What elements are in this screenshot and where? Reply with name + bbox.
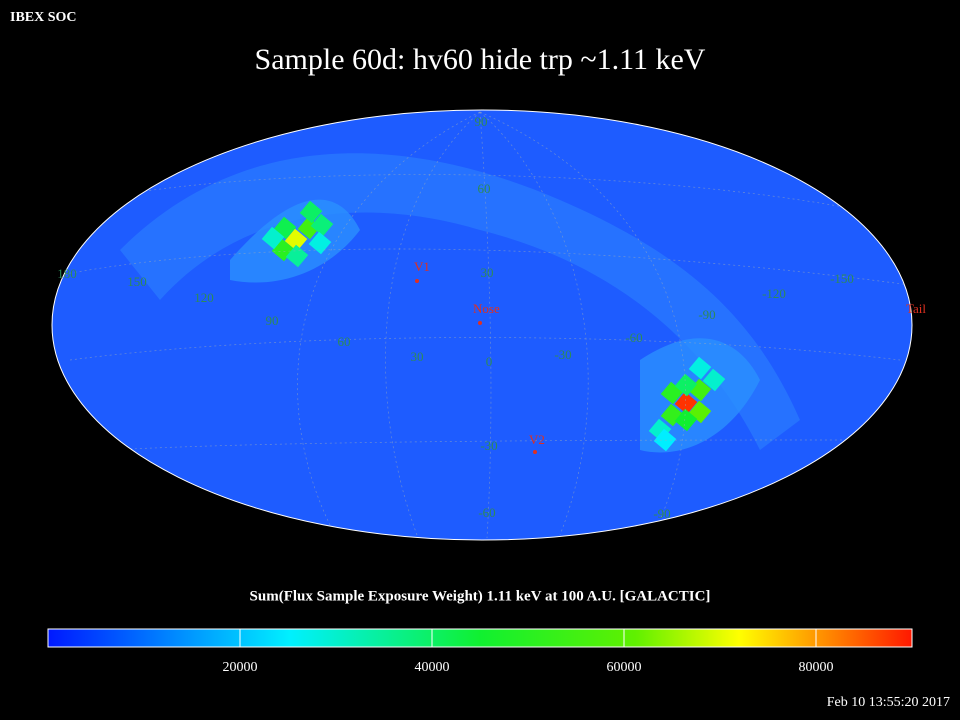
sky-map: [52, 110, 912, 540]
org-label: IBEX SOC: [10, 10, 77, 25]
latitude-label: -30: [480, 438, 497, 453]
colorbar-tick-label: 80000: [799, 660, 834, 675]
marker-label: V1: [414, 259, 430, 274]
map-band: [120, 153, 800, 450]
colorbar-title: Sum(Flux Sample Exposure Weight) 1.11 ke…: [250, 588, 711, 604]
marker-dot: [533, 450, 537, 454]
longitude-label: -120: [762, 286, 786, 301]
timestamp: Feb 10 13:55:20 2017: [827, 695, 950, 710]
longitude-label: 90: [266, 313, 279, 328]
map-outline: [51, 109, 913, 541]
heat-cell: [261, 226, 285, 250]
longitude-label: 120: [194, 290, 214, 305]
title: Sample 60d: hv60 hide trp ~1.11 keV: [255, 43, 706, 76]
longitude-label: 30: [411, 349, 424, 364]
colorbar-tick-label: 20000: [223, 660, 258, 675]
graticule: [59, 111, 911, 539]
colorbar: [47, 628, 913, 648]
longitude-label: 60: [338, 334, 351, 349]
longitude-label: -60: [625, 330, 642, 345]
longitude-label: -90: [698, 307, 715, 322]
heat-cell: [702, 368, 726, 392]
longitude-label: 150: [127, 274, 147, 289]
latitude-label: 30: [481, 265, 494, 280]
heat-cell: [674, 373, 698, 397]
longitude-label: -30: [554, 347, 571, 362]
heat-cell: [284, 228, 308, 252]
longitude-label: 180: [57, 266, 77, 281]
latitude-label: 60: [478, 181, 491, 196]
marker-label: Nose: [473, 301, 500, 316]
latitude-label: 0: [486, 354, 493, 369]
marker-dot: [478, 321, 482, 325]
latitude-label: 90: [475, 114, 488, 129]
latitude-label: -60: [478, 505, 495, 520]
heat-cell: [653, 428, 677, 452]
colorbar-tick-label: 40000: [415, 660, 450, 675]
heat-cell: [308, 231, 332, 255]
heat-cell: [688, 356, 712, 380]
heat-cell: [674, 408, 698, 432]
marker-label: V2: [529, 432, 545, 447]
marker-dot: [415, 279, 419, 283]
longitude-label: -150: [830, 271, 854, 286]
heat-cell: [299, 200, 323, 224]
heat-cell: [310, 213, 334, 237]
marker-label: Tail: [906, 301, 926, 316]
heat-cell: [674, 391, 698, 415]
colorbar-tick-label: 60000: [607, 660, 642, 675]
latitude-label: -90: [653, 506, 670, 521]
heat-cell: [285, 244, 309, 268]
